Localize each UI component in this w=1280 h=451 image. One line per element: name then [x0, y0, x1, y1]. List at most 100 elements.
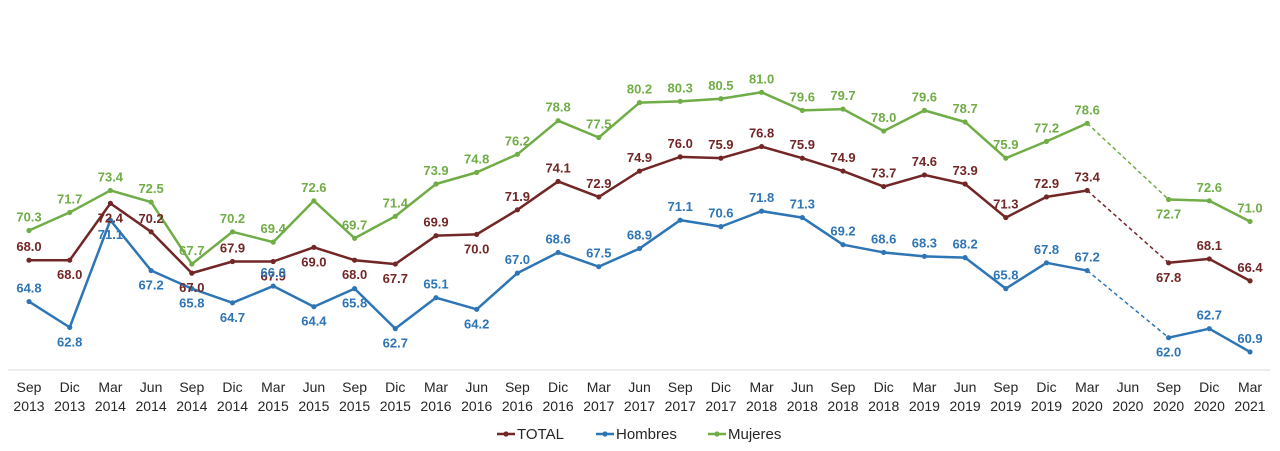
- data-labels: 68.0 68.0 72.4 70.2 67.0 67.9 67.9 69.0 68.0 67.7…: [16, 71, 1263, 359]
- x-tick-label-year: 2015: [339, 398, 370, 414]
- data-label-mujeres: 72.5: [138, 181, 163, 196]
- data-point-hombres: [67, 324, 73, 330]
- data-point-mujeres: [718, 96, 724, 102]
- data-label-total: 72.9: [586, 176, 611, 191]
- data-point-mujeres: [1043, 138, 1050, 144]
- data-point-mujeres: [1003, 155, 1009, 161]
- x-tick-label-year: 2013: [54, 398, 85, 414]
- data-point-hombres: [1166, 335, 1172, 341]
- data-point-hombres: [189, 286, 195, 292]
- data-point-mujeres: [840, 106, 846, 112]
- data-label-hombres: 62.0: [1156, 345, 1181, 360]
- data-label-total: 68.0: [342, 267, 367, 282]
- data-point-mujeres: [392, 213, 398, 219]
- data-label-total: 67.9: [220, 241, 245, 256]
- data-label-total: 68.0: [57, 267, 82, 282]
- data-label-hombres: 65.8: [179, 296, 204, 311]
- data-point-total: [596, 194, 602, 200]
- x-tick-label-month: Jun: [954, 379, 977, 395]
- data-label-hombres: 65.1: [423, 277, 448, 292]
- x-tick-label-month: Sep: [17, 379, 42, 395]
- x-tick-label-month: Dic: [385, 379, 405, 395]
- data-label-total: 70.2: [138, 211, 163, 226]
- data-point-total: [840, 168, 846, 174]
- data-label-mujeres: 81.0: [749, 71, 774, 86]
- data-point-total: [514, 207, 521, 213]
- x-tick-label-month: Jun: [140, 379, 163, 395]
- data-label-hombres: 68.2: [952, 237, 977, 252]
- data-label-mujeres: 69.7: [342, 217, 367, 232]
- x-tick-label-year: 2015: [380, 398, 411, 414]
- data-label-total: 73.4: [1075, 169, 1101, 184]
- data-point-mujeres: [474, 169, 480, 175]
- x-tick-label-year: 2020: [1194, 398, 1225, 414]
- data-point-mujeres: [1084, 120, 1090, 126]
- legend-label-hombres: Hombres: [616, 426, 677, 443]
- x-tick-label-year: 2019: [950, 398, 981, 414]
- data-label-mujeres: 73.4: [98, 169, 124, 184]
- data-label-total: 67.7: [383, 271, 408, 286]
- data-label-total: 66.4: [1237, 260, 1263, 275]
- data-label-total: 71.9: [505, 189, 530, 204]
- x-tick-label-year: 2014: [217, 398, 248, 414]
- data-point-hombres: [1003, 286, 1009, 292]
- data-point-hombres: [1206, 326, 1212, 332]
- x-tick-label-year: 2019: [990, 398, 1021, 414]
- data-point-mujeres: [189, 261, 195, 267]
- legend-label-mujeres: Mujeres: [728, 426, 781, 443]
- x-tick-label-month: Mar: [1238, 379, 1262, 395]
- x-tick-label-month: Jun: [303, 379, 326, 395]
- data-label-total: 72.9: [1034, 176, 1059, 191]
- data-point-hombres: [107, 217, 113, 223]
- data-point-hombres: [718, 224, 724, 230]
- data-point-total: [1206, 256, 1212, 262]
- data-label-mujeres: 69.4: [261, 221, 287, 236]
- data-label-total: 74.1: [545, 160, 570, 175]
- x-tick-label-month: Mar: [750, 379, 774, 395]
- data-label-mujeres: 80.2: [627, 82, 652, 97]
- data-point-mujeres: [270, 239, 276, 245]
- x-tick-label-year: 2015: [258, 398, 289, 414]
- data-point-total: [311, 244, 317, 250]
- data-point-mujeres: [311, 198, 317, 204]
- data-label-total: 75.9: [708, 137, 733, 152]
- data-point-hombres: [474, 306, 480, 312]
- data-point-hombres: [799, 214, 805, 221]
- x-tick-label-month: Jun: [791, 379, 814, 395]
- data-label-total: 76.8: [749, 126, 774, 141]
- data-point-mujeres: [636, 100, 643, 106]
- data-point-mujeres: [352, 235, 358, 241]
- x-tick-label-month: Mar: [261, 379, 285, 395]
- legend-marker-hombres: [602, 431, 608, 437]
- data-label-mujeres: 67.7: [179, 243, 204, 258]
- data-point-total: [881, 183, 887, 190]
- data-label-total: 69.9: [423, 215, 448, 230]
- data-point-hombres: [270, 283, 276, 289]
- x-tick-label-year: 2018: [827, 398, 858, 414]
- x-tick-label-year: 2020: [1153, 398, 1184, 414]
- data-label-mujeres: 79.6: [912, 89, 937, 104]
- data-label-hombres: 62.8: [57, 334, 82, 349]
- data-point-total: [1084, 187, 1090, 194]
- data-label-total: 67.8: [1156, 270, 1181, 285]
- data-point-total: [759, 143, 765, 150]
- x-tick-label-month: Dic: [222, 379, 242, 395]
- data-point-hombres: [1043, 260, 1050, 266]
- data-point-mujeres: [921, 107, 928, 113]
- data-label-mujeres: 72.6: [1197, 180, 1222, 195]
- data-point-mujeres: [67, 209, 73, 216]
- data-point-mujeres: [229, 229, 236, 235]
- series-points: [26, 89, 1253, 355]
- data-label-hombres: 71.1: [668, 199, 693, 214]
- data-point-total: [1003, 214, 1009, 221]
- data-point-total: [107, 200, 113, 206]
- legend-marker-mujeres: [714, 431, 720, 437]
- data-label-total: 75.9: [790, 137, 815, 152]
- data-label-hombres: 68.3: [912, 235, 937, 250]
- x-tick-label-month: Sep: [668, 379, 693, 395]
- data-label-mujeres: 71.0: [1237, 200, 1262, 215]
- x-tick-label-month: Dic: [60, 379, 80, 395]
- data-label-mujeres: 77.5: [586, 117, 611, 132]
- data-point-total: [718, 155, 724, 161]
